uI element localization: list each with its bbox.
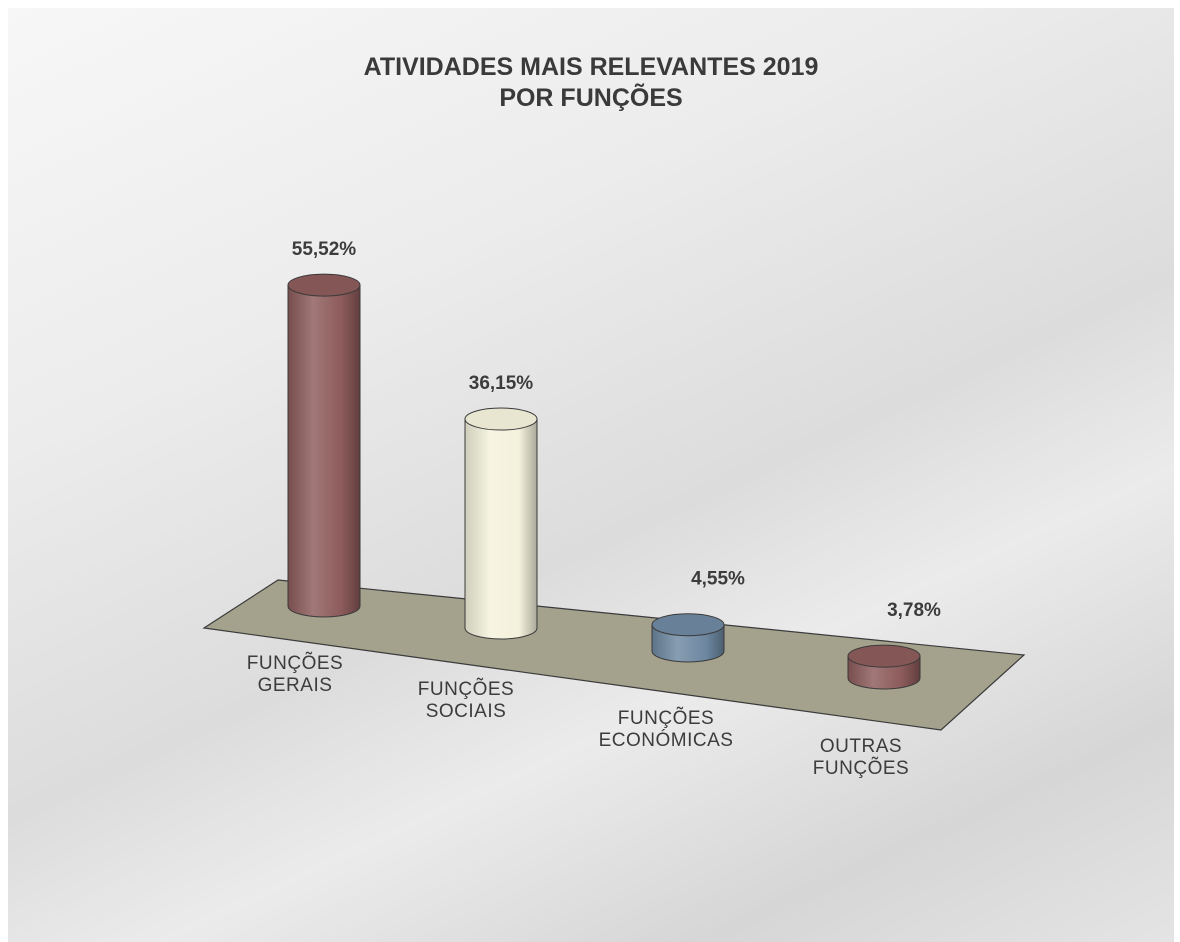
- bar-body-2: [464, 418, 538, 640]
- category-label-1-line-2: GERAIS: [258, 675, 333, 696]
- value-label-3: 4,55%: [691, 569, 745, 590]
- category-label-4-line-1: OUTRAS: [820, 736, 902, 757]
- bar-1: [287, 273, 361, 618]
- category-label-3-line-2: ECONÓMICAS: [599, 729, 734, 751]
- bar-top-3: [651, 613, 725, 637]
- chart-title: ATIVIDADES MAIS RELEVANTES 2019 POR FUNÇ…: [8, 52, 1174, 114]
- chart-floor: [202, 579, 1026, 731]
- bar-top-1: [287, 273, 361, 297]
- bar-top-4: [847, 644, 921, 668]
- category-label-3-line-1: FUNÇÕES: [618, 707, 714, 729]
- chart-area: ATIVIDADES MAIS RELEVANTES 2019 POR FUNÇ…: [8, 8, 1174, 942]
- chart-title-line-1: ATIVIDADES MAIS RELEVANTES 2019: [363, 53, 819, 81]
- category-label-2-line-1: FUNÇÕES: [418, 678, 514, 700]
- category-label-4-line-2: FUNÇÕES: [813, 757, 909, 779]
- bars-layer: [287, 273, 921, 690]
- bar-4: [847, 644, 921, 690]
- value-label-1: 55,52%: [292, 239, 357, 260]
- chart-plot: 55,52%FUNÇÕESGERAIS36,15%FUNÇÕESSOCIAIS4…: [202, 239, 1026, 779]
- chart-title-line-2: POR FUNÇÕES: [499, 84, 683, 112]
- category-label-1-line-1: FUNÇÕES: [247, 652, 343, 674]
- bar-body-1: [287, 284, 361, 618]
- bar-3: [651, 613, 725, 663]
- value-label-2: 36,15%: [469, 373, 534, 394]
- bar-2: [464, 407, 538, 640]
- category-label-2-line-2: SOCIAIS: [426, 701, 507, 722]
- value-label-4: 3,78%: [887, 600, 941, 621]
- labels-layer: 55,52%FUNÇÕESGERAIS36,15%FUNÇÕESSOCIAIS4…: [247, 239, 941, 779]
- bar-top-2: [464, 407, 538, 431]
